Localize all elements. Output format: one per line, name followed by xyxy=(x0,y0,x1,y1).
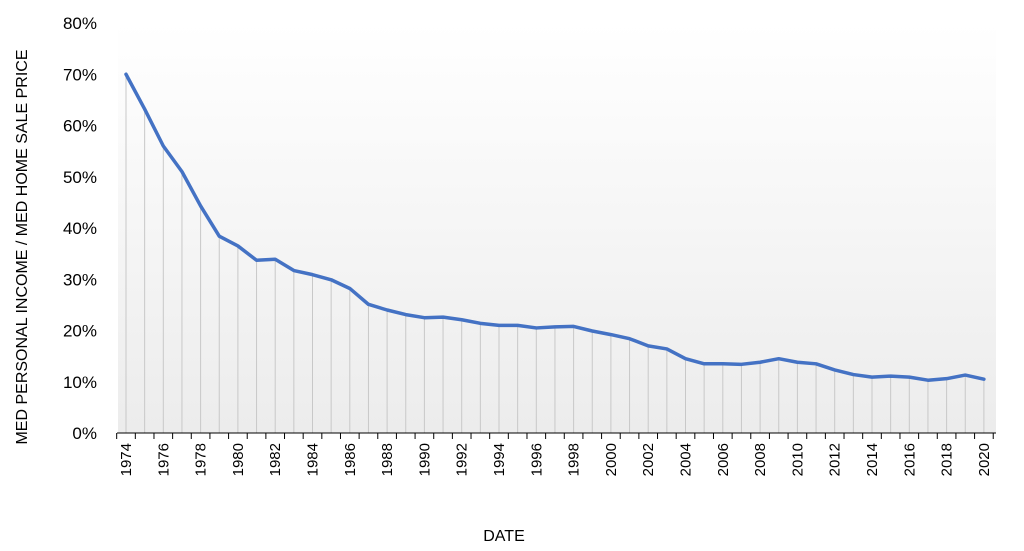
x-tick-label: 2002 xyxy=(640,443,657,476)
series-line xyxy=(124,72,986,382)
x-tick-label: 2014 xyxy=(864,443,881,476)
plot-area xyxy=(118,23,996,433)
y-tick-label: 60% xyxy=(63,117,97,136)
y-tick-label: 80% xyxy=(63,14,97,33)
x-axis xyxy=(116,432,996,439)
y-tick-label: 20% xyxy=(63,322,97,341)
x-tick-label: 2008 xyxy=(752,443,769,476)
y-axis: 0% 10% 20% 30% 40% 50% 60% 70% 80% xyxy=(63,14,97,443)
drop-lines xyxy=(125,74,985,433)
x-tick-label: 2012 xyxy=(827,443,844,476)
x-tick-label: 2010 xyxy=(789,443,806,476)
x-tick-label: 1982 xyxy=(267,443,284,476)
x-tick-label: 1986 xyxy=(342,443,359,476)
x-tick-label: 1994 xyxy=(491,443,508,476)
x-tick-label: 1988 xyxy=(379,443,396,476)
x-tick-label: 1976 xyxy=(155,443,172,476)
x-tick-label: 1992 xyxy=(454,443,471,476)
x-tick-label: 1996 xyxy=(528,443,545,476)
x-tick-label: 2018 xyxy=(939,443,956,476)
x-tick-label: 2004 xyxy=(678,443,695,476)
x-tick-label: 1974 xyxy=(118,443,135,476)
x-tick-label: 2000 xyxy=(603,443,620,476)
x-tick-label: 1980 xyxy=(230,443,247,476)
x-tick-label: 2016 xyxy=(901,443,918,476)
y-tick-label: 10% xyxy=(63,373,97,392)
x-tick-label: 1984 xyxy=(305,443,322,476)
y-tick-label: 40% xyxy=(63,219,97,238)
x-tick-label: 2006 xyxy=(715,443,732,476)
y-tick-label: 70% xyxy=(63,65,97,84)
x-axis-label: DATE xyxy=(483,528,524,545)
y-tick-label: 30% xyxy=(63,270,97,289)
y-tick-label: 0% xyxy=(72,424,97,443)
x-tick-labels: 1974 1976 1978 1980 1982 1984 1986 1988 1990 1992… xyxy=(118,443,993,476)
y-tick-label: 50% xyxy=(63,168,97,187)
x-tick-label: 2020 xyxy=(976,443,993,476)
y-axis-label: MED PERSONAL INCOME / MED HOME SALE PRIC… xyxy=(14,49,31,444)
x-tick-label: 1990 xyxy=(416,443,433,476)
x-tick-label: 1998 xyxy=(566,443,583,476)
x-tick-label: 1978 xyxy=(193,443,210,476)
